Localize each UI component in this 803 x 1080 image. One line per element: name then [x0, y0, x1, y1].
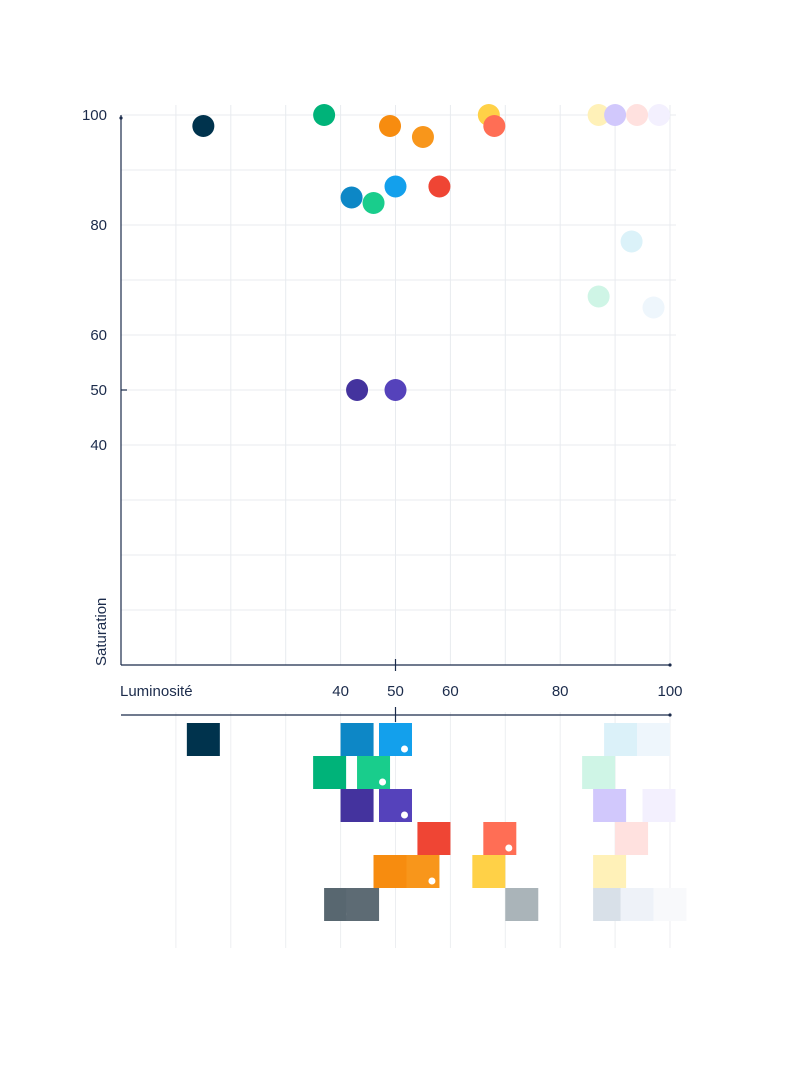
- y-tick-label: 40: [90, 437, 107, 454]
- color-swatch: [417, 822, 451, 855]
- scatter-point: [604, 104, 627, 126]
- color-swatch: [615, 822, 649, 855]
- scatter-point: [379, 115, 402, 137]
- strip-axis-end: [668, 713, 672, 717]
- color-swatch: [637, 723, 671, 756]
- y-tick-label: 60: [90, 327, 107, 344]
- color-swatch: [604, 723, 638, 756]
- color-swatch: [340, 789, 374, 822]
- x-tick-label: 80: [552, 683, 569, 700]
- color-swatch: [653, 888, 687, 921]
- x-axis-end: [668, 663, 672, 667]
- swatch-strip: [186, 723, 687, 921]
- scatter-point: [428, 175, 451, 198]
- scatter-point: [384, 379, 407, 401]
- swatch-marker-dot: [428, 877, 436, 885]
- scatter-point: [384, 175, 407, 198]
- x-tick-label: 40: [332, 683, 349, 700]
- scatter-point: [362, 192, 385, 214]
- color-swatch: [346, 888, 380, 921]
- color-swatch: [313, 756, 347, 789]
- swatch-marker-dot: [505, 844, 513, 852]
- swatch-marker-dot: [379, 778, 387, 786]
- x-tick-label: 60: [442, 683, 459, 700]
- scatter-point: [411, 126, 434, 148]
- color-swatch: [373, 855, 407, 888]
- color-swatch: [620, 888, 654, 921]
- scatter-point: [620, 230, 643, 253]
- swatch-marker-dot: [401, 811, 408, 819]
- scatter-point: [340, 186, 363, 209]
- color-swatch: [505, 888, 539, 921]
- axes: [119, 115, 672, 722]
- color-swatch: [642, 789, 676, 822]
- x-tick-label: 50: [387, 683, 404, 700]
- x-axis-label: Luminosité: [120, 683, 193, 700]
- scatter-point: [642, 296, 665, 319]
- color-swatch: [340, 723, 374, 756]
- scatter-point: [346, 379, 369, 401]
- tick-labels: 40 50 60 80 100 40 50 60 80 100: [82, 107, 683, 700]
- scatter-point: [192, 115, 215, 137]
- color-swatch: [582, 756, 616, 789]
- swatch-marker-dot: [401, 745, 408, 753]
- color-swatch: [186, 723, 220, 756]
- scatter-points: [192, 104, 671, 401]
- color-swatch: [593, 855, 627, 888]
- scatter-point: [626, 104, 649, 126]
- scatter-point: [313, 104, 336, 126]
- y-tick-label: 50: [90, 382, 107, 399]
- color-swatch: [593, 789, 627, 822]
- y-axis-end: [119, 116, 123, 120]
- scatter-point: [483, 115, 506, 137]
- scatter-point: [587, 104, 610, 126]
- scatter-point: [587, 285, 610, 308]
- scatter-point: [648, 104, 671, 126]
- y-tick-label: 80: [90, 217, 107, 234]
- y-axis-label: Saturation: [93, 598, 110, 666]
- x-tick-label: 100: [657, 683, 682, 700]
- color-swatch: [472, 855, 506, 888]
- y-tick-label: 100: [82, 107, 107, 124]
